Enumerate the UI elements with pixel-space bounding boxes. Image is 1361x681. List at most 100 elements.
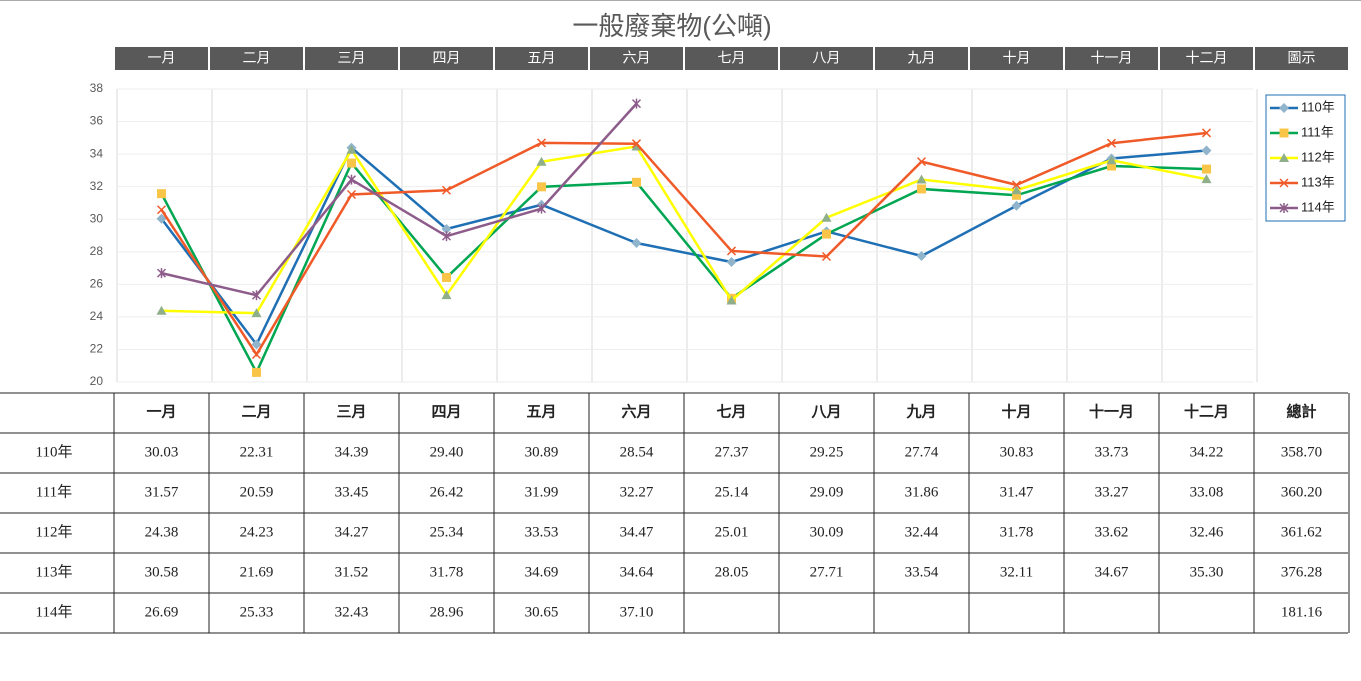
y-tick-label: 30 <box>90 211 104 225</box>
header-cell <box>305 47 398 70</box>
header-cell <box>780 47 873 70</box>
row-label: 114年 <box>36 603 73 620</box>
header-label: 一月 <box>148 50 176 66</box>
marker <box>537 182 546 192</box>
table-cell: 30.89 <box>525 444 559 460</box>
marker <box>916 157 927 167</box>
marker <box>156 205 167 215</box>
y-tick-label: 22 <box>90 342 104 356</box>
marker <box>1279 178 1289 188</box>
marker <box>1202 164 1211 174</box>
table-header: 九月 <box>905 402 936 420</box>
table-cell: 34.39 <box>335 444 369 460</box>
header-label: 十月 <box>1003 50 1031 66</box>
row-label: 112年 <box>36 523 73 540</box>
header-cell <box>875 47 968 70</box>
table-header: 七月 <box>716 403 746 420</box>
marker <box>726 257 737 268</box>
marker <box>441 290 452 300</box>
table-cell: 33.27 <box>1095 484 1129 500</box>
legend-label: 114年 <box>1301 199 1335 214</box>
table-cell: 31.99 <box>525 484 559 500</box>
marker <box>251 349 262 360</box>
series-line <box>160 131 1207 357</box>
table-cell: 31.78 <box>430 564 464 580</box>
marker <box>346 144 357 154</box>
table-cell: 30.65 <box>525 604 559 620</box>
legend-label: 112年 <box>1301 149 1335 164</box>
table-cell: 33.53 <box>525 524 559 540</box>
table-cell: 32.43 <box>335 604 369 620</box>
table-cell: 31.78 <box>1000 524 1034 540</box>
table-cell: 28.96 <box>430 604 464 620</box>
table-cell: 29.09 <box>810 484 844 500</box>
marker <box>156 305 167 315</box>
chart-title: 一般廢棄物(公噸) <box>572 11 771 41</box>
marker <box>916 174 927 184</box>
marker <box>1279 203 1289 213</box>
table-cell: 28.54 <box>620 444 654 460</box>
marker <box>1106 155 1117 165</box>
row-label: 111年 <box>36 483 72 500</box>
table-header: 三月 <box>336 403 366 420</box>
table-cell: 30.03 <box>145 444 179 460</box>
table-cell: 24.23 <box>240 524 274 540</box>
header-label: 九月 <box>908 50 936 66</box>
table-cell: 26.42 <box>430 484 464 500</box>
marker <box>347 158 356 168</box>
series-line <box>161 145 1207 315</box>
header-label: 圖示 <box>1288 50 1316 66</box>
table-total: 181.16 <box>1281 604 1323 620</box>
table-cell: 31.52 <box>335 564 369 580</box>
marker <box>1011 180 1022 190</box>
table-cell: 32.11 <box>1000 564 1033 580</box>
table-cell: 33.08 <box>1190 484 1224 500</box>
table-cell: 33.45 <box>335 484 369 500</box>
marker <box>251 308 262 318</box>
table-header: 六月 <box>621 402 651 420</box>
table-header: 十一月 <box>1089 402 1134 420</box>
table-total: 361.62 <box>1281 524 1322 540</box>
table-cell: 30.58 <box>145 564 179 580</box>
table-cell: 27.71 <box>810 564 844 580</box>
table-cell: 34.27 <box>335 524 369 540</box>
table-cell: 25.34 <box>430 524 464 540</box>
header-cell <box>970 47 1063 70</box>
y-tick-label: 32 <box>90 179 104 193</box>
marker <box>1011 185 1022 195</box>
header-label: 二月 <box>243 50 271 66</box>
table-total: 360.20 <box>1281 484 1322 500</box>
y-tick-label: 24 <box>90 309 104 323</box>
marker <box>441 185 452 195</box>
table-cell: 29.25 <box>810 444 844 460</box>
marker <box>536 203 547 214</box>
header-label: 十一月 <box>1091 50 1133 66</box>
marker <box>821 212 832 222</box>
legend-label: 113年 <box>1301 174 1335 189</box>
marker <box>1201 128 1212 138</box>
marker <box>822 229 831 239</box>
header-cell <box>590 47 683 70</box>
header-label: 十二月 <box>1186 50 1228 66</box>
marker <box>631 139 642 149</box>
header-cell <box>1160 47 1253 70</box>
marker <box>536 138 547 148</box>
series-line <box>161 102 638 297</box>
marker <box>1279 153 1289 162</box>
header-cell <box>400 47 493 70</box>
marker <box>536 156 547 166</box>
table-cell: 34.67 <box>1095 564 1129 580</box>
marker <box>1106 138 1117 148</box>
marker <box>346 189 357 200</box>
table-cell: 34.22 <box>1190 444 1224 460</box>
table-cell: 20.59 <box>240 484 274 500</box>
table-cell: 31.57 <box>145 484 179 500</box>
legend-label: 110年 <box>1301 99 1335 114</box>
marker <box>632 177 641 187</box>
table-header: 二月 <box>241 403 271 420</box>
marker <box>631 98 642 109</box>
table-cell: 31.47 <box>1000 484 1034 500</box>
series-line <box>160 145 1207 347</box>
marker <box>1012 190 1021 200</box>
